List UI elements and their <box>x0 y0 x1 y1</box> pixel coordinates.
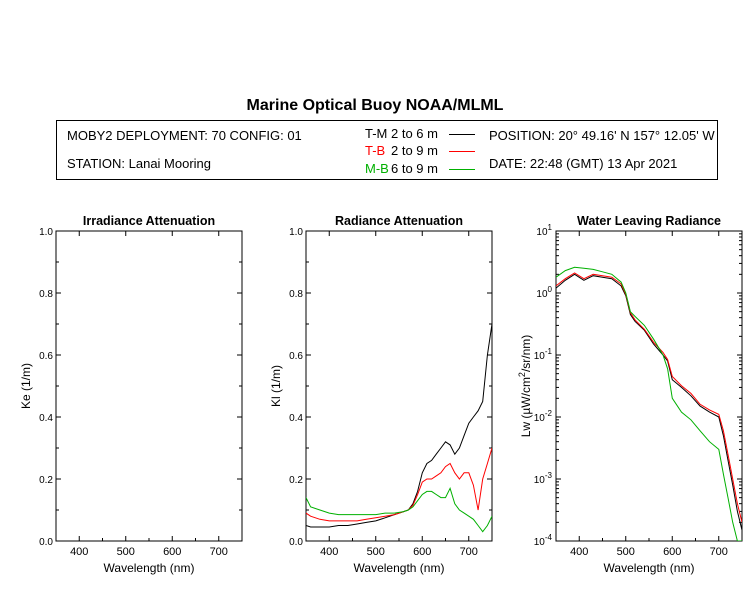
panel-1: Irradiance Attenuation 400 500 600 700 Wavele… <box>19 214 243 575</box>
legend-range-tm: 2 to 6 m <box>391 126 438 141</box>
panel-1-ytick-label: 1.0 <box>39 227 53 238</box>
panel-2-frame <box>305 230 493 542</box>
panel-2-series-t-b <box>306 447 492 522</box>
panel-3-frame <box>555 230 743 542</box>
legend-range-mb: 6 to 9 m <box>391 161 438 176</box>
panel-2-series-t-m <box>306 323 492 528</box>
legend-code-tb: T-B <box>365 143 386 158</box>
panel-3-ylabel-part: W/cm <box>519 377 533 408</box>
panel-3-xtick-label: 600 <box>663 546 681 558</box>
panel-3-ylabel-part: Lw ( <box>519 415 533 438</box>
info-box: MOBY2 DEPLOYMENT: 70 CONFIG: 01 STATION:… <box>56 120 718 180</box>
panel-3-series-t-b <box>556 272 742 523</box>
panel-2-xlabel: Wavelength (nm) <box>354 561 445 575</box>
panel-2-ytick-label: 0.2 <box>289 475 303 486</box>
panel-3-title: Water Leaving Radiance <box>577 214 721 228</box>
panel-1-xtick-label: 600 <box>163 546 181 558</box>
date-text: DATE: 22:48 (GMT) 13 Apr 2021 <box>489 156 678 171</box>
panel-3-xtick-label: 700 <box>710 546 728 558</box>
panel-3-ylabel-part: /sr/nm) <box>519 335 533 372</box>
panel-2-ytick-label: 0.0 <box>289 537 303 548</box>
panel-3-ytick-label: 10-4 <box>534 533 553 548</box>
legend-code-mb: M-B <box>365 161 389 176</box>
panel-1-ylabel: Ke (1/m) <box>19 363 33 409</box>
panel-2-series-m-b <box>306 486 492 533</box>
panel-2-ylabel: Kl (1/m) <box>269 365 283 407</box>
panel-3-ytick-exponent: -2 <box>545 409 553 418</box>
deployment-text: MOBY2 DEPLOYMENT: 70 CONFIG: 01 <box>67 128 302 143</box>
legend-line-tm <box>449 134 475 135</box>
panel-3-ytick-label: 100 <box>536 285 552 300</box>
panel-2-ytick-label: 0.4 <box>289 413 303 424</box>
panel-3-xlabel: Wavelength (nm) <box>604 561 695 575</box>
panel-2-ytick-label: 0.6 <box>289 351 303 362</box>
panel-1-xtick-label: 400 <box>70 546 88 558</box>
panel-1-title: Irradiance Attenuation <box>83 214 215 228</box>
panel-3: Water Leaving Radiance 400 500 600 700 Wavele… <box>517 214 743 575</box>
legend-line-mb <box>449 169 475 170</box>
panel-1-ytick-label: 0.0 <box>39 537 53 548</box>
panel-3-ylabel-part: µ <box>519 408 533 415</box>
legend-range-tb: 2 to 9 m <box>391 143 438 158</box>
panel-3-ylabel-part: 2 <box>517 372 527 377</box>
panel-1-ytick-label: 0.4 <box>39 413 53 424</box>
position-text: POSITION: 20° 49.16' N 157° 12.05' W <box>489 128 715 143</box>
panel-3-ytick-label: 10-2 <box>534 409 553 424</box>
panel-3-series-m-b <box>556 266 742 541</box>
panel-2-xtick-label: 600 <box>413 546 431 558</box>
panel-2-title: Radiance Attenuation <box>335 214 463 228</box>
panel-1-frame <box>55 230 243 542</box>
panel-2-ytick-label: 0.8 <box>289 289 303 300</box>
panel-3-ytick-exponent: -4 <box>545 533 553 542</box>
panel-3-ytick-exponent: -3 <box>545 471 553 480</box>
panel-3-ytick-exponent: 1 <box>548 223 553 232</box>
panel-1-ytick-label: 0.8 <box>39 289 53 300</box>
panel-3-ytick-exponent: 0 <box>548 285 553 294</box>
panel-1-xtick-label: 700 <box>210 546 228 558</box>
panel-1-xlabel: Wavelength (nm) <box>104 561 195 575</box>
panel-3-ytick-label: 101 <box>536 223 552 238</box>
panel-1-ytick-label: 0.6 <box>39 351 53 362</box>
panel-3-ytick-label: 10-3 <box>534 471 553 486</box>
panel-2: Radiance Attenuation 400 500 600 700 Waveleng… <box>269 214 493 575</box>
legend-code-tm: T-M <box>365 126 388 141</box>
panel-3-ytick-label: 10-1 <box>534 347 553 362</box>
panel-3-xtick-label: 400 <box>570 546 588 558</box>
panel-3-xtick-label: 500 <box>617 546 635 558</box>
panel-1-xtick-label: 500 <box>117 546 135 558</box>
panel-3-ylabel: Lw (µW/cm2/sr/nm) <box>517 335 533 438</box>
panel-2-ytick-label: 1.0 <box>289 227 303 238</box>
panel-2-xtick-label: 500 <box>367 546 385 558</box>
station-text: STATION: Lanai Mooring <box>67 156 212 171</box>
figure-title: Marine Optical Buoy NOAA/MLML <box>246 97 504 114</box>
panel-1-ytick-label: 0.2 <box>39 475 53 486</box>
legend-line-tb <box>449 151 475 152</box>
panel-2-xtick-label: 400 <box>320 546 338 558</box>
panel-3-ytick-exponent: -1 <box>545 347 553 356</box>
panel-2-xtick-label: 700 <box>460 546 478 558</box>
panel-3-series-t-m <box>556 273 742 531</box>
